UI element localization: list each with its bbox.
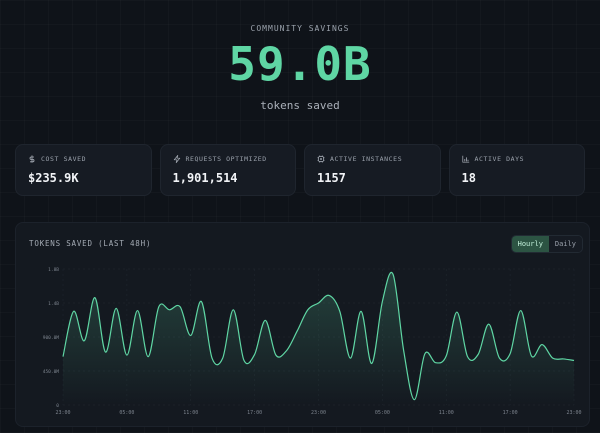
series-area bbox=[63, 272, 574, 405]
stat-label: ACTIVE DAYS bbox=[474, 155, 525, 163]
data-point bbox=[541, 344, 542, 345]
data-point bbox=[531, 355, 532, 356]
y-tick-label: 0 bbox=[56, 403, 59, 409]
data-point bbox=[297, 330, 298, 331]
data-point bbox=[456, 311, 457, 312]
data-point bbox=[105, 352, 106, 353]
y-tick-label: 1.4B bbox=[48, 301, 59, 307]
stat-value: 18 bbox=[461, 171, 476, 185]
data-point bbox=[254, 354, 255, 355]
stat-label: ACTIVE INSTANCES bbox=[330, 155, 403, 163]
data-point bbox=[339, 311, 340, 312]
data-point bbox=[137, 310, 138, 311]
x-tick-label: 05:00 bbox=[375, 410, 390, 416]
data-point bbox=[190, 335, 191, 336]
x-tick-label: 11:00 bbox=[183, 410, 198, 416]
data-point bbox=[467, 356, 468, 357]
data-point bbox=[382, 301, 383, 302]
x-tick-label: 17:00 bbox=[247, 410, 262, 416]
data-point bbox=[84, 340, 85, 341]
x-tick-label: 05:00 bbox=[119, 410, 134, 416]
dollar-icon bbox=[28, 155, 36, 163]
data-point bbox=[350, 358, 351, 359]
data-point bbox=[233, 309, 234, 310]
y-tick-label: 450.0M bbox=[43, 369, 60, 375]
stat-card-cost-saved: COST SAVED $235.9K bbox=[15, 144, 152, 196]
lightning-icon bbox=[173, 155, 181, 163]
stat-card-active-days: ACTIVE DAYS 18 bbox=[448, 144, 585, 196]
x-tick-label: 23:00 bbox=[55, 410, 70, 416]
hero-label: COMMUNITY SAVINGS bbox=[250, 24, 350, 33]
chart-panel: TOKENS SAVED (LAST 48H) Hourly Daily 0 45… bbox=[15, 222, 590, 427]
data-point bbox=[552, 358, 553, 359]
data-point bbox=[488, 324, 489, 325]
data-point bbox=[94, 297, 95, 298]
data-point bbox=[265, 320, 266, 321]
data-point bbox=[371, 363, 372, 364]
data-point bbox=[158, 306, 159, 307]
chart-title: TOKENS SAVED (LAST 48H) bbox=[29, 239, 152, 248]
hero-subtitle: tokens saved bbox=[260, 99, 340, 112]
toggle-hourly-button[interactable]: Hourly bbox=[511, 236, 549, 252]
x-tick-label: 11:00 bbox=[439, 410, 454, 416]
data-point bbox=[222, 358, 223, 359]
x-tick-label: 17:00 bbox=[503, 410, 518, 416]
stat-value: 1,901,514 bbox=[172, 171, 238, 185]
y-tick-label: 1.8B bbox=[48, 267, 59, 273]
x-tick-label: 23:00 bbox=[311, 410, 326, 416]
data-point bbox=[329, 295, 330, 296]
data-point bbox=[169, 309, 170, 310]
y-tick-label: 900.0M bbox=[43, 335, 60, 341]
data-point bbox=[499, 358, 500, 359]
data-point bbox=[573, 360, 574, 361]
data-point bbox=[424, 353, 425, 354]
data-point bbox=[392, 274, 393, 275]
stat-label: REQUESTS OPTIMIZED bbox=[185, 155, 267, 163]
data-point bbox=[520, 310, 521, 311]
stats-row: COST SAVED $235.9K REQUESTS OPTIMIZED 1,… bbox=[15, 144, 585, 196]
data-point bbox=[318, 302, 319, 303]
data-point bbox=[435, 362, 436, 363]
data-point bbox=[563, 358, 564, 359]
data-point bbox=[478, 354, 479, 355]
data-point bbox=[73, 311, 74, 312]
data-point bbox=[307, 309, 308, 310]
data-point bbox=[211, 358, 212, 359]
data-point bbox=[126, 355, 127, 356]
data-point bbox=[286, 350, 287, 351]
hero-section: COMMUNITY SAVINGS 59.0B tokens saved bbox=[0, 24, 600, 112]
stat-value: $235.9K bbox=[28, 171, 79, 185]
chip-icon bbox=[317, 155, 325, 163]
hero-value: 59.0B bbox=[228, 37, 372, 91]
stat-card-requests-optimized: REQUESTS OPTIMIZED 1,901,514 bbox=[159, 144, 296, 196]
data-point bbox=[201, 301, 202, 302]
data-point bbox=[62, 356, 63, 357]
data-point bbox=[446, 355, 447, 356]
stat-card-active-instances: ACTIVE INSTANCES 1157 bbox=[304, 144, 441, 196]
stat-label: COST SAVED bbox=[41, 155, 87, 163]
data-point bbox=[510, 353, 511, 354]
data-point bbox=[360, 311, 361, 312]
x-tick-label: 23:00 bbox=[566, 410, 581, 416]
data-point bbox=[180, 306, 181, 307]
data-point bbox=[243, 360, 244, 361]
data-point bbox=[275, 355, 276, 356]
stat-value: 1157 bbox=[317, 171, 346, 185]
bar-chart-icon bbox=[461, 155, 470, 163]
data-point bbox=[148, 356, 149, 357]
data-point bbox=[116, 308, 117, 309]
tokens-saved-chart: 0 450.0M 900.0M 1.4B 1.8B 23:00 05:00 11:00 17:0… bbox=[43, 267, 582, 416]
data-point bbox=[414, 399, 415, 400]
series-line bbox=[62, 271, 575, 401]
toggle-daily-button[interactable]: Daily bbox=[548, 236, 582, 252]
granularity-toggle: Hourly Daily bbox=[510, 235, 583, 253]
data-point bbox=[403, 350, 404, 351]
